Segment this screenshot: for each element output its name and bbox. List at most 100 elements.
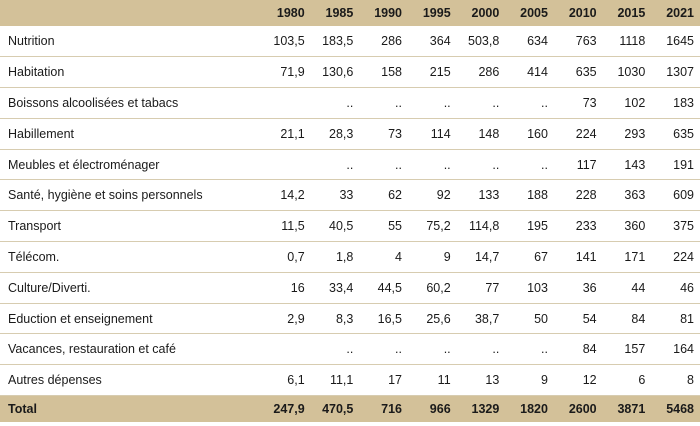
value-cell: .. — [505, 333, 554, 366]
value-cell: 1307 — [651, 56, 700, 89]
value-cell: 183 — [651, 87, 700, 119]
value-cell: 233 — [553, 210, 603, 243]
header-row: 1980 1985 1990 1995 2000 2005 2010 2015 … — [0, 0, 700, 26]
value-cell: .. — [505, 149, 554, 181]
value-cell: 6 — [602, 364, 652, 397]
value-cell: 60,2 — [408, 272, 457, 304]
row-label: Meubles et électroménager — [0, 149, 263, 181]
total-label: Total — [0, 395, 263, 422]
value-cell: 67 — [505, 241, 554, 273]
value-cell: 763 — [553, 26, 603, 58]
year-header: 2015 — [602, 0, 652, 26]
value-cell: 44 — [602, 272, 652, 304]
value-cell: 171 — [602, 241, 652, 273]
value-cell: 38,7 — [456, 303, 506, 335]
value-cell: 21,1 — [262, 118, 311, 150]
value-cell: 0,7 — [262, 241, 311, 273]
table-row: Télécom. 0,7 1,8 4 9 14,7 67 141 171 224 — [0, 241, 700, 273]
value-cell: 75,2 — [408, 210, 457, 243]
value-cell: 14,2 — [262, 179, 311, 212]
table-row: Culture/Diverti. 16 33,4 44,5 60,2 77 103 36 44 4… — [0, 272, 700, 304]
value-cell: 62 — [359, 179, 408, 212]
value-cell: 102 — [602, 87, 652, 119]
value-cell: 55 — [359, 210, 408, 243]
value-cell — [262, 149, 311, 181]
value-cell: .. — [359, 333, 408, 366]
year-header: 2000 — [456, 0, 506, 26]
value-cell: 2,9 — [262, 303, 311, 335]
table-row: Santé, hygiène et soins personnels 14,2 33… — [0, 179, 700, 212]
value-cell: .. — [456, 333, 506, 366]
value-cell: 609 — [651, 179, 700, 212]
value-cell: 503,8 — [456, 26, 506, 58]
row-label: Eduction et enseignement — [0, 303, 263, 335]
value-cell: 9 — [408, 241, 457, 273]
value-cell: 1030 — [602, 56, 652, 89]
value-cell: 6,1 — [262, 364, 311, 397]
value-cell: 40,5 — [310, 210, 360, 243]
total-value: 2600 — [553, 395, 603, 422]
value-cell: .. — [456, 87, 506, 119]
value-cell: 103 — [505, 272, 554, 304]
total-value: 966 — [408, 395, 457, 422]
table-row: Vacances, restauration et café..........… — [0, 333, 700, 366]
year-header: 2010 — [553, 0, 603, 26]
value-cell: 635 — [553, 56, 603, 89]
value-cell: 191 — [651, 149, 700, 181]
value-cell: 84 — [602, 303, 652, 335]
year-header: 2005 — [505, 0, 554, 26]
table-row: Habitation 71,9 130,6 158 215 286 414 635 1030 13… — [0, 56, 700, 89]
value-cell: 92 — [408, 179, 457, 212]
value-cell: 286 — [359, 26, 408, 58]
table-row: Meubles et électroménager.......... 117 14… — [0, 149, 700, 181]
value-cell — [262, 87, 311, 119]
value-cell: 157 — [602, 333, 652, 366]
year-header: 1985 — [310, 0, 360, 26]
year-header: 1995 — [408, 0, 457, 26]
row-label: Habitation — [0, 56, 263, 89]
value-cell: 14,7 — [456, 241, 506, 273]
value-cell: 33,4 — [310, 272, 360, 304]
header-label-cell — [0, 0, 263, 26]
value-cell: 224 — [651, 241, 700, 273]
table-row: Transport 11,5 40,5 55 75,2 114,8 195 233 360 375 — [0, 210, 700, 243]
value-cell: 103,5 — [262, 26, 311, 58]
value-cell: .. — [359, 149, 408, 181]
value-cell: 130,6 — [310, 56, 360, 89]
value-cell: 71,9 — [262, 56, 311, 89]
value-cell: 4 — [359, 241, 408, 273]
total-value: 470,5 — [310, 395, 360, 422]
value-cell: 50 — [505, 303, 554, 335]
value-cell: 195 — [505, 210, 554, 243]
value-cell: 141 — [553, 241, 603, 273]
value-cell: 17 — [359, 364, 408, 397]
value-cell: 143 — [602, 149, 652, 181]
value-cell: 28,3 — [310, 118, 360, 150]
value-cell: 44,5 — [359, 272, 408, 304]
row-label: Autres dépenses — [0, 364, 263, 397]
value-cell: 375 — [651, 210, 700, 243]
year-header: 1980 — [262, 0, 311, 26]
value-cell: .. — [408, 87, 457, 119]
value-cell: 414 — [505, 56, 554, 89]
table-row: Nutrition 103,5 183,5 286 364 503,8 634 763 1118… — [0, 26, 700, 58]
row-label: Télécom. — [0, 241, 263, 273]
value-cell: 286 — [456, 56, 506, 89]
row-label: Santé, hygiène et soins personnels — [0, 179, 263, 212]
row-label: Transport — [0, 210, 263, 243]
table-row: Habillement 21,1 28,3 73 114 148 160 224 293 635 — [0, 118, 700, 150]
total-value: 247,9 — [262, 395, 311, 422]
value-cell: 158 — [359, 56, 408, 89]
value-cell: 293 — [602, 118, 652, 150]
value-cell: 635 — [651, 118, 700, 150]
value-cell: 188 — [505, 179, 554, 212]
value-cell: 13 — [456, 364, 506, 397]
value-cell: 9 — [505, 364, 554, 397]
row-label: Habillement — [0, 118, 263, 150]
value-cell: 16 — [262, 272, 311, 304]
year-header: 2021 — [651, 0, 700, 26]
value-cell: .. — [310, 87, 360, 119]
row-label: Culture/Diverti. — [0, 272, 263, 304]
value-cell: 160 — [505, 118, 554, 150]
value-cell: .. — [408, 333, 457, 366]
